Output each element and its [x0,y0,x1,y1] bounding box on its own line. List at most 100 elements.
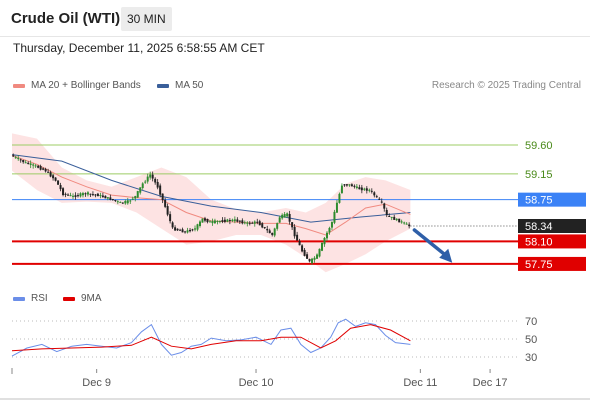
candle-body [149,174,152,178]
candle-body [286,213,289,217]
x-tick-label: Dec 17 [473,377,508,389]
level-labels: 59.60 59.15 58.75 58.10 57.75 58.34 [518,140,586,271]
candle-body [186,230,189,233]
candle-body [395,218,398,221]
legend-ma20-label: MA 20 + Bollinger Bands [31,80,141,91]
candle-body [44,168,47,172]
candle-body [126,200,129,204]
candle-body [184,231,187,233]
candle-body [67,194,70,196]
candle-body [385,209,388,216]
candle-body [368,189,371,191]
candle-body [258,221,261,226]
candle-body [266,228,269,231]
candle-body [213,220,216,224]
candle-body [306,254,309,259]
legend-rsi-label: RSI [31,293,48,304]
candle-body [335,202,338,213]
candle-body [191,229,194,231]
candle-body [159,185,162,195]
legend-rsi-swatch [13,296,25,301]
current-price-label: 58.34 [525,221,553,233]
candle-body [318,248,321,257]
candle-body [94,194,97,196]
candle-body [271,232,274,235]
candle-body [129,200,132,202]
candle-body [151,174,154,179]
candle-body [355,186,358,189]
candle-body [238,220,241,222]
candle-body [34,165,37,167]
candle-body [408,224,411,227]
candle-body [345,184,348,186]
candle-body [226,219,229,222]
candle-body [89,193,92,195]
candle-body [109,197,112,200]
candle-body [390,216,393,218]
candle-body [64,193,67,195]
candle-body [261,223,264,228]
legend-ma20-swatch [13,83,25,88]
candle-body [141,183,144,189]
candle-body [365,188,368,191]
candle-body [373,192,376,196]
candle-body [116,201,119,203]
rsi-line [11,318,411,357]
candle-body [32,164,35,166]
legend-rsi-ma: 9MA [63,293,102,304]
timeframe-button[interactable]: 30 MIN [121,7,172,31]
candle-body [323,237,326,245]
legend-ma50-swatch [157,83,169,88]
candle-body [54,177,57,181]
candle-body [253,221,256,224]
candles [12,153,411,265]
candle-body [218,221,221,223]
candle-body [59,185,62,190]
research-credit: Research © 2025 Trading Central [431,80,581,91]
candle-body [114,199,117,201]
candle-body [211,220,214,224]
rsi-tick-50: 50 [525,334,537,346]
candle-body [154,178,157,183]
instrument-title: Crude Oil (WTI) [11,10,121,27]
candle-body [348,184,351,186]
candle-body [338,193,341,203]
bollinger-band [12,133,411,273]
candle-body [49,172,52,177]
candle-body [248,222,251,224]
legend-rsi-ma-swatch [63,296,75,301]
level-tag-58.10 [518,234,586,249]
ma50-line [11,154,411,223]
candle-body [363,188,366,190]
candle-body [313,257,316,260]
candle-body [96,193,99,197]
candle-body [328,227,331,233]
candle-body [388,215,391,217]
candle-body [14,157,17,159]
candle-body [353,185,356,187]
candle-body [403,222,406,224]
rsi-panel: 30 50 70 [11,316,537,364]
candle-body [161,193,164,200]
candle-body [69,195,72,197]
candle-body [134,196,137,199]
candle-body [360,187,363,191]
candle-body [246,222,249,224]
candle-body [76,195,79,197]
candle-body [380,201,383,203]
candle-body [321,243,324,251]
candle-body [231,219,234,222]
chart-header: Crude Oil (WTI) 30 MIN [0,0,590,37]
candle-body [179,229,182,231]
candle-body [176,228,179,231]
chart-datetime: Thursday, December 11, 2025 6:58:55 AM C… [13,41,265,55]
candle-body [164,199,167,207]
rsi-tick-30: 30 [525,352,537,364]
time-axis: Dec 9 Dec 10 Dec 11 Dec 17 [11,368,508,389]
x-tick-label: Dec 9 [82,377,111,389]
candle-body [228,220,231,222]
candle-body [216,220,219,223]
level-lines [12,144,518,265]
candle-body [171,222,174,228]
